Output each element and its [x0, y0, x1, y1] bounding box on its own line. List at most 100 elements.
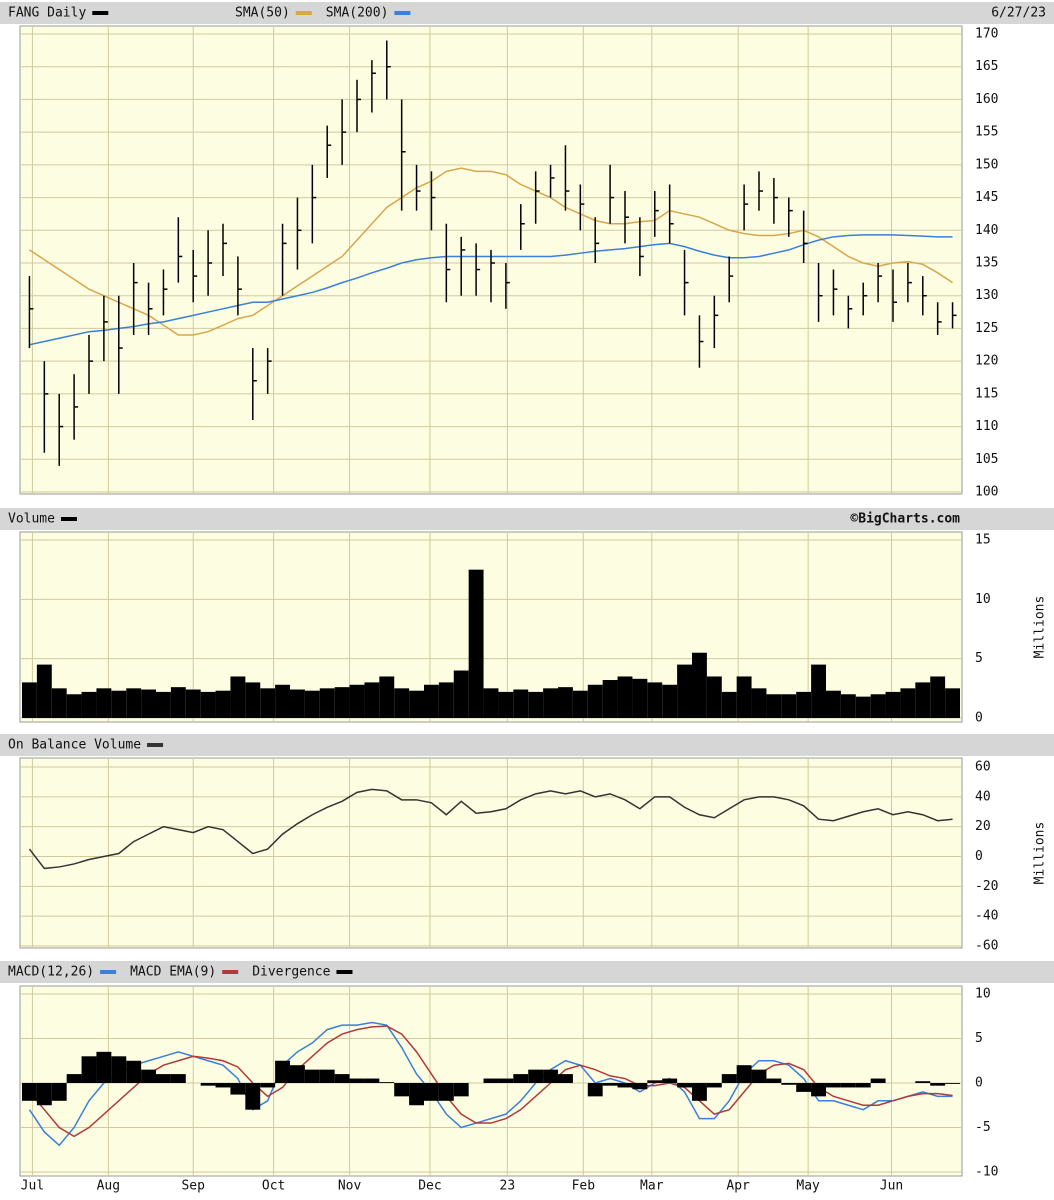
bar — [349, 684, 365, 718]
bar — [319, 1069, 335, 1083]
bar — [81, 691, 97, 718]
bar — [855, 696, 871, 718]
y-tick-label: 10 — [975, 987, 991, 1002]
bar — [200, 691, 216, 718]
plot-area — [19, 757, 963, 949]
bar — [483, 688, 499, 718]
bar — [840, 1083, 856, 1088]
legend-swatch — [295, 11, 312, 15]
bar — [736, 1065, 752, 1083]
bar — [230, 1083, 246, 1095]
y-tick-label: 170 — [975, 27, 998, 42]
bar — [334, 1074, 350, 1083]
bar — [81, 1056, 97, 1083]
bar — [245, 682, 261, 718]
bar — [319, 688, 335, 718]
bar — [513, 689, 529, 718]
bar — [424, 684, 439, 718]
bar — [156, 691, 171, 718]
y-tick-label: 0 — [975, 849, 983, 864]
bar — [275, 1060, 290, 1083]
bar — [751, 1069, 767, 1083]
line-series — [28, 1025, 953, 1138]
bar — [141, 689, 156, 718]
bar — [647, 682, 663, 718]
x-tick-label: Nov — [338, 1179, 362, 1194]
bar — [543, 1069, 558, 1083]
bar — [781, 1083, 797, 1085]
bar — [751, 688, 767, 718]
y-tick-label: 135 — [975, 256, 998, 271]
y-axis-label: Millions — [1033, 596, 1048, 659]
y-tick-label: 105 — [975, 452, 998, 467]
bar — [706, 676, 722, 718]
bar — [126, 688, 142, 718]
date-label: 6/27/23 — [991, 6, 1046, 21]
bar — [364, 1078, 380, 1083]
x-tick-label: Feb — [572, 1179, 596, 1194]
bar — [364, 682, 380, 718]
bar — [677, 664, 692, 718]
bar — [66, 694, 82, 718]
bar — [379, 676, 395, 718]
x-tick-label: Aug — [97, 1179, 120, 1194]
y-tick-label: -20 — [975, 879, 998, 894]
legend-swatch — [336, 970, 353, 974]
legend-entry: SMA(200) — [326, 6, 389, 21]
y-tick-label: 120 — [975, 354, 998, 369]
bar — [304, 690, 320, 718]
bar — [409, 690, 424, 718]
bar — [111, 1056, 127, 1083]
bar — [885, 691, 901, 718]
bar — [66, 1074, 82, 1083]
bar — [141, 1069, 156, 1083]
legend-swatch — [60, 517, 77, 521]
bar — [647, 1080, 663, 1083]
y-tick-label: 130 — [975, 288, 998, 303]
y-tick-label: 150 — [975, 157, 998, 172]
bar — [96, 1051, 112, 1083]
header-strip — [0, 734, 1054, 756]
bar — [900, 688, 916, 718]
bar — [662, 1078, 678, 1083]
panel-title: Volume — [8, 512, 55, 527]
bar — [170, 1074, 186, 1083]
bar — [185, 689, 201, 718]
bar — [826, 1083, 841, 1088]
line-series — [28, 1021, 953, 1147]
bar — [662, 684, 678, 718]
bar — [930, 676, 946, 718]
bar — [781, 694, 797, 718]
y-tick-label: -40 — [975, 909, 998, 924]
y-tick-label: 100 — [975, 485, 998, 500]
legend-entry: Divergence — [252, 965, 330, 980]
bar — [677, 1083, 692, 1088]
bar — [587, 684, 603, 718]
line-series — [28, 788, 953, 870]
bar — [394, 688, 410, 718]
y-axis-label: Millions — [1033, 822, 1048, 885]
bar — [468, 569, 484, 718]
bar — [200, 1083, 216, 1086]
header-strip — [0, 508, 1054, 530]
bar — [811, 1083, 826, 1097]
y-tick-label: -5 — [975, 1120, 991, 1135]
bar — [245, 1083, 261, 1110]
bar — [692, 652, 707, 718]
bar — [915, 1081, 931, 1083]
bar — [438, 1083, 454, 1101]
x-tick-label: May — [796, 1179, 820, 1194]
y-tick-label: 5 — [975, 1031, 983, 1046]
bar — [796, 691, 812, 718]
bar — [796, 1083, 812, 1092]
header-strip — [0, 2, 1054, 24]
bar — [453, 670, 469, 718]
legend-swatch — [147, 743, 164, 747]
bar — [870, 1078, 886, 1083]
bar — [349, 1078, 365, 1083]
bar — [826, 690, 841, 718]
bar — [840, 694, 856, 718]
legend-swatch — [92, 11, 109, 15]
legend-entry: MACD(12,26) — [8, 965, 94, 980]
bar — [483, 1078, 499, 1083]
